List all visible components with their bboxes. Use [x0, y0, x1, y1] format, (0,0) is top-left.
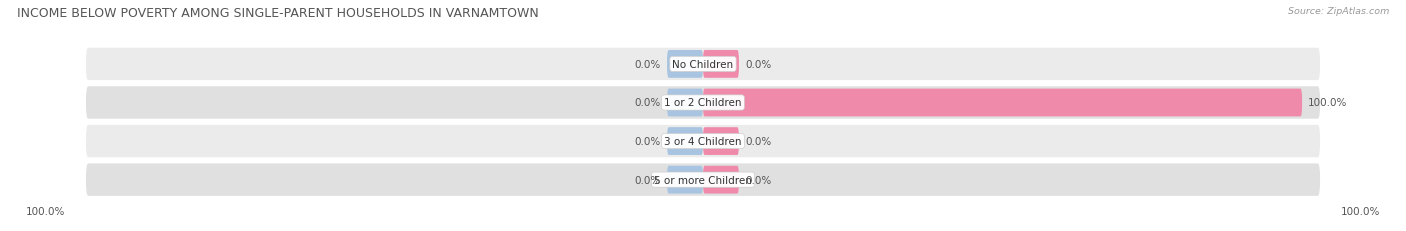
FancyBboxPatch shape — [703, 51, 740, 79]
Text: 0.0%: 0.0% — [636, 98, 661, 108]
Text: 0.0%: 0.0% — [745, 60, 770, 70]
Text: 0.0%: 0.0% — [745, 137, 770, 146]
Text: 100.0%: 100.0% — [27, 206, 66, 216]
Text: 0.0%: 0.0% — [636, 175, 661, 185]
FancyBboxPatch shape — [703, 128, 740, 155]
Text: 3 or 4 Children: 3 or 4 Children — [664, 137, 742, 146]
FancyBboxPatch shape — [666, 51, 703, 79]
FancyBboxPatch shape — [86, 125, 1320, 158]
FancyBboxPatch shape — [86, 87, 1320, 119]
Text: 0.0%: 0.0% — [745, 175, 770, 185]
FancyBboxPatch shape — [666, 128, 703, 155]
FancyBboxPatch shape — [666, 166, 703, 194]
FancyBboxPatch shape — [86, 164, 1320, 196]
Text: 0.0%: 0.0% — [636, 60, 661, 70]
Text: 1 or 2 Children: 1 or 2 Children — [664, 98, 742, 108]
Text: INCOME BELOW POVERTY AMONG SINGLE-PARENT HOUSEHOLDS IN VARNAMTOWN: INCOME BELOW POVERTY AMONG SINGLE-PARENT… — [17, 7, 538, 20]
Text: 100.0%: 100.0% — [1308, 98, 1347, 108]
Text: 0.0%: 0.0% — [636, 137, 661, 146]
Text: Source: ZipAtlas.com: Source: ZipAtlas.com — [1288, 7, 1389, 16]
Text: No Children: No Children — [672, 60, 734, 70]
Text: 5 or more Children: 5 or more Children — [654, 175, 752, 185]
FancyBboxPatch shape — [86, 49, 1320, 81]
FancyBboxPatch shape — [703, 166, 740, 194]
FancyBboxPatch shape — [703, 89, 1302, 117]
FancyBboxPatch shape — [666, 89, 703, 117]
Text: 100.0%: 100.0% — [1340, 206, 1379, 216]
